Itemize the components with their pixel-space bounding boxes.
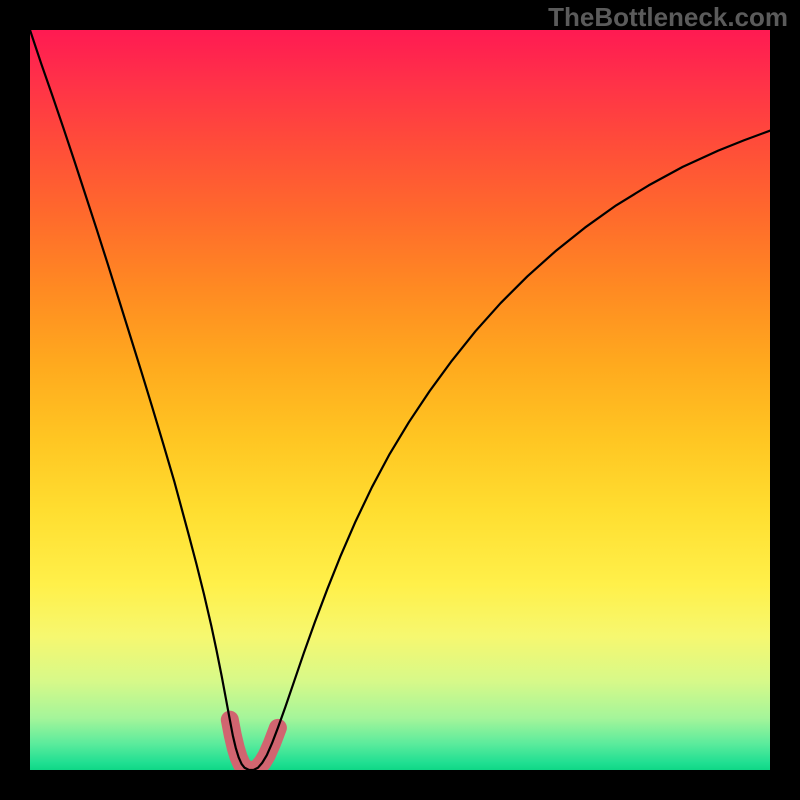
chart-container: TheBottleneck.com: [0, 0, 800, 800]
curve-layer: [30, 30, 770, 770]
bottleneck-curve: [30, 30, 770, 770]
watermark-text: TheBottleneck.com: [548, 2, 788, 33]
plot-area: [30, 30, 770, 770]
